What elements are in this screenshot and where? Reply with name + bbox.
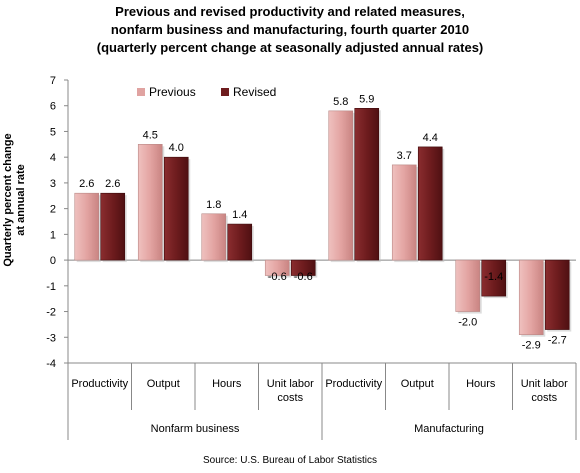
bar-previous — [137, 144, 163, 261]
data-label-revised: -2.7 — [548, 335, 567, 347]
category-label: Output — [401, 378, 434, 390]
data-label-previous: 3.7 — [397, 150, 412, 162]
bar-previous — [201, 213, 227, 261]
bar-previous — [518, 259, 544, 336]
data-label-previous: 1.8 — [206, 199, 221, 211]
data-label-previous: -2.9 — [522, 340, 541, 352]
bar-revised — [481, 259, 507, 297]
bar-revised — [290, 259, 316, 276]
y-tick-label: -2 — [46, 307, 56, 319]
data-label-revised: 2.6 — [105, 178, 120, 190]
bar-previous — [455, 259, 481, 312]
y-tick-label: -1 — [46, 281, 56, 293]
bar-previous — [74, 192, 100, 261]
legend: Previous Revised — [137, 85, 276, 99]
category-label: Unit labor costs — [267, 378, 314, 404]
bar-revised — [100, 192, 126, 261]
y-tick-label: 5 — [50, 126, 56, 138]
chart-title-line: nonfarm business and manufacturing, four… — [110, 22, 470, 37]
data-label-previous: -0.6 — [268, 271, 287, 283]
legend-label-previous: Previous — [149, 85, 196, 99]
bars — [74, 108, 572, 337]
y-tick-label: 6 — [50, 101, 56, 113]
category-label: Hours — [212, 378, 242, 390]
data-label-revised: 1.4 — [232, 209, 247, 221]
legend-label-revised: Revised — [233, 85, 276, 99]
bar-revised — [163, 156, 189, 261]
bar-revised — [227, 223, 253, 261]
bar-previous — [264, 259, 290, 276]
category-label: Productivity — [325, 378, 382, 390]
bar-revised — [544, 259, 570, 330]
category-label: Unit labor costs — [521, 378, 568, 404]
legend-swatch-revised — [221, 88, 229, 96]
bar-revised — [354, 108, 380, 261]
y-tick-label: 2 — [50, 204, 56, 216]
category-label: Productivity — [71, 378, 128, 390]
data-label-revised: -1.4 — [484, 271, 503, 283]
y-tick-label: 1 — [50, 229, 56, 241]
bar-previous — [391, 164, 417, 261]
y-tick-label: -4 — [46, 358, 56, 370]
category-label: Output — [147, 378, 180, 390]
chart-title-line: (quarterly percent change at seasonally … — [96, 40, 484, 55]
legend-swatch-previous — [137, 88, 145, 96]
data-label-previous: -2.0 — [458, 317, 477, 329]
bar-previous — [328, 110, 354, 261]
group-label: Nonfarm business — [151, 423, 240, 435]
chart-title-line: Previous and revised productivity and re… — [115, 4, 465, 19]
data-label-previous: 5.8 — [333, 96, 348, 108]
data-label-previous: 2.6 — [79, 178, 94, 190]
category-label: Hours — [466, 378, 496, 390]
data-label-revised: 4.4 — [423, 132, 438, 144]
data-labels: 2.6 4.5 1.8 -0.6 5.8 3.7 -2.0 -2.9 2.6 4.0 1.4 -0.6… — [79, 93, 567, 351]
data-label-previous: 4.5 — [143, 129, 158, 141]
y-tick-label: -3 — [46, 332, 56, 344]
y-tick-label: 3 — [50, 178, 56, 190]
data-label-revised: 4.0 — [169, 142, 184, 154]
bar-revised — [417, 146, 443, 261]
data-label-revised: 5.9 — [359, 93, 374, 105]
source-note: Source: U.S. Bureau of Labor Statistics — [203, 455, 377, 466]
group-label: Manufacturing — [414, 423, 484, 435]
y-tick-label: 4 — [50, 152, 56, 164]
y-tick-label: 7 — [50, 75, 56, 87]
data-label-revised: -0.6 — [294, 271, 313, 283]
y-tick-label: 0 — [50, 255, 56, 267]
chart-title: Previous and revised productivity and re… — [0, 3, 580, 57]
